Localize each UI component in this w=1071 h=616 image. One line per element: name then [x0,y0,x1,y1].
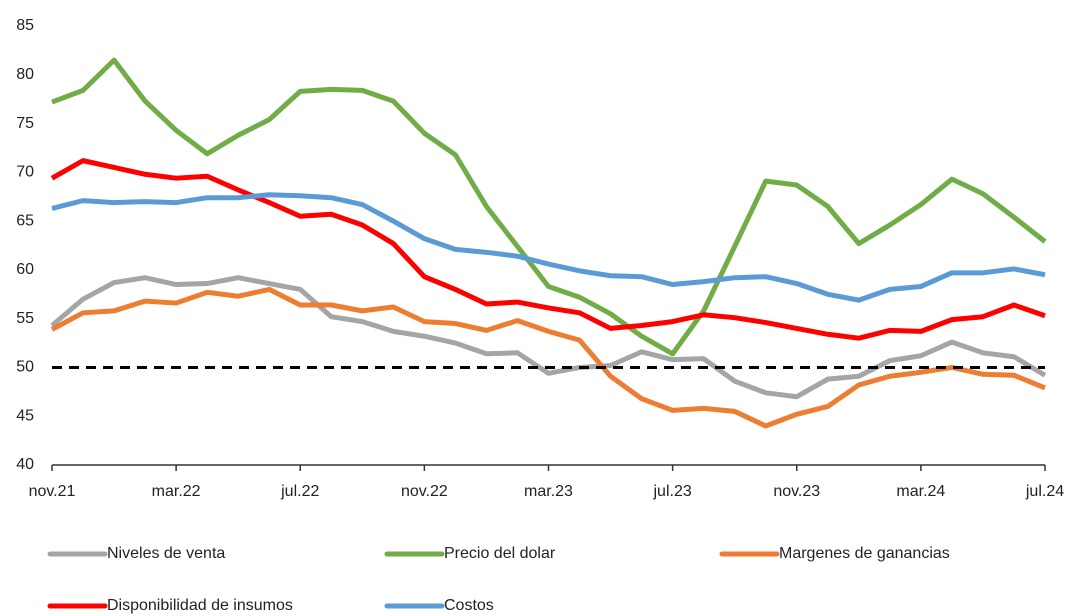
series-line [51,192,1046,303]
x-tick-label: jul.24 [1025,483,1064,500]
y-tick-label: 80 [16,66,34,83]
series-line [51,57,1047,357]
series-line [50,275,1047,400]
y-tick-label: 75 [16,115,34,132]
y-tick-label: 85 [16,17,34,34]
y-tick-label: 50 [16,359,34,376]
x-tick-label: jul.22 [280,483,319,500]
series-line [50,286,1046,429]
x-tick-label: nov.22 [401,483,448,500]
legend-label: Margenes de ganancias [779,545,950,562]
x-tick-label: mar.23 [524,483,573,500]
y-tick-label: 65 [16,212,34,229]
series-line [50,158,1046,341]
y-tick-label: 70 [16,164,34,181]
legend-label: Disponibilidad de insumos [107,597,293,614]
y-tick-label: 40 [16,456,34,473]
y-tick-label: 45 [16,407,34,424]
y-tick-label: 55 [16,310,34,327]
x-tick-label: mar.24 [896,483,945,500]
x-tick-label: nov.21 [29,483,76,500]
legend-label: Precio del dolar [444,545,556,562]
x-tick-label: jul.23 [653,483,692,500]
y-tick-label: 60 [16,261,34,278]
x-tick-label: mar.22 [152,483,201,500]
legend-label: Costos [444,597,494,614]
x-tick-label: nov.23 [773,483,820,500]
legend-label: Niveles de venta [107,545,225,562]
